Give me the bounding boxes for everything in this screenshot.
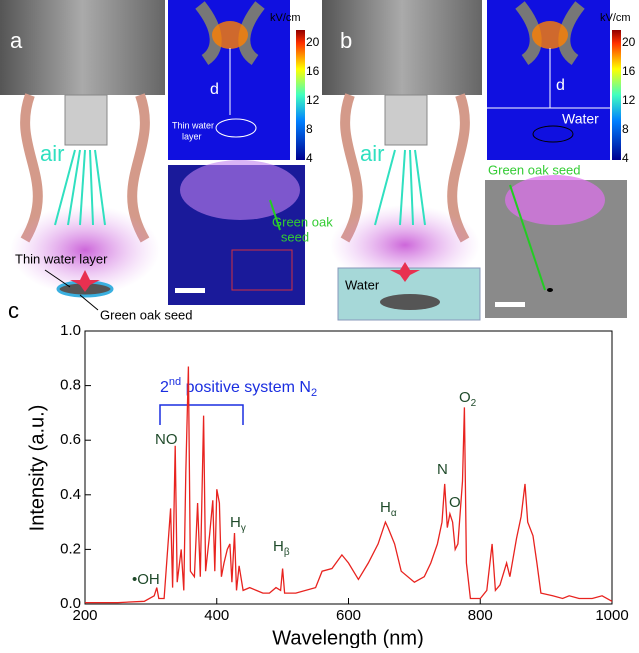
panel-label: a [10, 28, 23, 53]
colorbar-unit: kV/cm [600, 12, 631, 24]
system-label-base: 2 [160, 379, 169, 396]
x-tick-label: 1000 [595, 607, 628, 624]
colorbar-unit: kV/cm [270, 12, 301, 24]
colorbar-tick: 12 [622, 93, 636, 107]
colorbar-tick: 20 [622, 35, 636, 49]
annotation-text: N [437, 461, 448, 478]
annotation-sub: α [391, 508, 397, 519]
d-label: d [210, 81, 219, 98]
annotation-sub: 2 [471, 398, 477, 409]
air-label: air [360, 141, 384, 166]
d-label: d [556, 77, 565, 94]
sim-water: Water [562, 111, 599, 127]
peak-annotation: Hβ [273, 538, 290, 558]
figure: a kV/cm d Thin water layer air Green oak… [0, 0, 639, 648]
colorbar-tick: 8 [622, 122, 629, 136]
peak-annotation: Hα [380, 499, 397, 519]
panel-label: b [340, 28, 352, 53]
water-label: Water [345, 277, 380, 292]
colorbar-tick: 8 [306, 122, 313, 136]
annotation-text: •OH [132, 571, 160, 588]
peak-annotation: Hγ [230, 514, 246, 534]
colorbar-tick: 12 [306, 93, 320, 107]
annotation-text: O [459, 389, 471, 406]
seed-label: Green oak [272, 214, 333, 229]
seed-label: seed [281, 229, 309, 244]
colorbar-tick: 4 [622, 151, 629, 165]
annotation-sub: β [284, 547, 290, 558]
annotation-text: NO [155, 431, 178, 448]
colorbar-tick: 4 [306, 151, 313, 165]
y-tick-label: 1.0 [60, 322, 81, 339]
sim-text: Thin water [172, 120, 214, 130]
sim-text: layer [182, 131, 202, 141]
annotation-sub: γ [241, 523, 246, 534]
annotation-text: O [449, 494, 461, 511]
peak-annotation: •OH [132, 571, 160, 588]
spectrum-line [85, 367, 612, 603]
colorbar-tick: 16 [306, 64, 320, 78]
system-label: 2nd positive system N2 [160, 376, 317, 399]
colorbar-tick: 20 [306, 35, 320, 49]
air-label: air [40, 141, 64, 166]
annotation-text: H [380, 499, 391, 516]
y-tick-label: 0.2 [60, 540, 81, 557]
colorbar-tick: 16 [622, 64, 636, 78]
annotation-text: H [273, 538, 284, 555]
peak-annotation: O2 [459, 389, 477, 409]
x-axis-title: Wavelength (nm) [272, 627, 424, 648]
panel-label: c [8, 298, 19, 323]
peak-annotation: O [449, 494, 461, 511]
system-bracket [160, 405, 243, 425]
y-tick-label: 0.8 [60, 377, 81, 394]
x-tick-label: 600 [336, 607, 361, 624]
peak-annotation: NO [155, 431, 178, 448]
water-label: Thin water layer [15, 251, 108, 266]
y-tick-label: 0.6 [60, 431, 81, 448]
y-tick-label: 0.0 [60, 595, 81, 612]
y-tick-label: 0.4 [60, 486, 81, 503]
spectrum-chart: Wavelength (nm) Intensity (a.u.) 2nd pos… [26, 322, 628, 648]
annotation-text: H [230, 514, 241, 531]
y-axis-title: Intensity (a.u.) [26, 405, 48, 532]
system-label-sub: 2 [311, 387, 317, 399]
x-tick-label: 800 [468, 607, 493, 624]
system-label-text: positive system N [181, 379, 311, 396]
x-tick-label: 400 [204, 607, 229, 624]
seed-text: Green oak seed [100, 307, 193, 322]
peak-annotation: N [437, 461, 448, 478]
seed-label: Green oak seed [488, 162, 581, 177]
system-label-sup: nd [169, 376, 181, 388]
